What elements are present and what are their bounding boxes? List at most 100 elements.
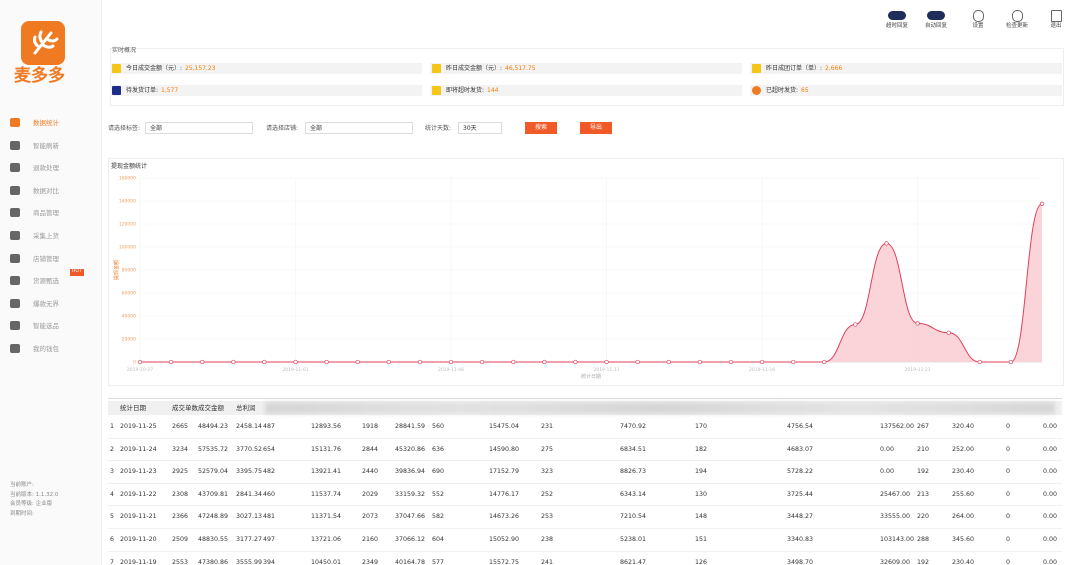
menu-item[interactable]: 爆款无界 [33,299,59,308]
overview-item [750,85,1062,96]
table-cell: 487 [263,423,276,430]
table-cell: 2029 [362,490,379,498]
table-cell: 0.00 [880,468,895,476]
menu-icon[interactable] [10,163,20,173]
table-cell: 2458.14 [236,423,263,430]
search-button[interactable]: 搜索 [525,122,557,134]
toolbar-icon[interactable] [973,10,984,22]
table-cell: 0.00 [1043,490,1058,498]
point [666,359,671,365]
table-cell: 320.40 [952,423,975,430]
row-divider [108,505,1062,507]
table-cell: 126 [695,558,708,565]
toolbar-icon[interactable] [1012,10,1023,22]
table-cell: 37066.12 [395,536,426,543]
menu-item[interactable]: 智能选品 [33,322,59,331]
menu-item[interactable]: 数据统计 [33,119,59,127]
point [1008,359,1014,365]
overview-item [430,63,742,74]
overview-label: 昨日成团订单（单）: [766,65,823,72]
table-cell: 15052.90 [489,536,520,543]
table-cell: 14776.17 [489,490,520,498]
table [108,398,1062,565]
y-tick-label: 20000 [122,337,136,343]
export-button[interactable]: 导出 [580,122,612,134]
overview-icon [432,64,441,73]
table-cell: 33555.00 [880,513,911,521]
menu-icon[interactable] [10,118,20,127]
menu-item[interactable]: 退款处理 [33,164,59,173]
menu-item[interactable]: 智能刷新 [33,141,59,150]
blurred-header [265,402,1055,414]
table-cell: 220 [917,513,930,521]
table-cell: 0.00 [880,445,895,453]
overview-item [110,63,422,74]
menu-icon[interactable] [10,185,20,195]
toolbar-icon[interactable] [1051,10,1062,22]
table-cell: 345.60 [952,536,975,543]
toolbar-label[interactable]: 自动回复 [924,23,947,29]
table-cell: 3177.27 [236,536,263,543]
toolbar-label[interactable]: 退出 [1050,23,1062,29]
table-cell: 2160 [362,536,379,543]
table-cell: 2019-11-20 [120,536,157,543]
table-cell: 2509 [172,536,189,543]
toggle[interactable] [927,11,945,20]
table-cell: 3770.52 [236,445,263,453]
table-cell: 52579.04 [198,468,229,476]
menu-icon[interactable] [10,276,20,286]
menu-item[interactable]: 数据对比 [33,186,59,195]
menu-item[interactable]: 店铺管理 [33,254,59,263]
table-cell: 3027.13 [236,513,263,521]
table-cell: 2308 [172,490,189,498]
table-cell: 0.00 [1043,423,1058,430]
table-cell: 213 [917,490,930,498]
table-cell: 28841.59 [395,423,426,430]
table-cell: 264.00 [952,513,975,521]
table-cell: 3448.27 [787,513,814,521]
table-cell: 577 [432,558,445,565]
menu-icon[interactable] [10,344,20,353]
menu-icon[interactable] [10,253,20,263]
menu-item[interactable]: 采集上货 [33,232,59,240]
overview-icon [432,86,441,95]
menu-icon[interactable] [10,298,20,308]
menu-icon[interactable] [10,140,20,150]
table-cell: 8621.47 [620,558,647,565]
point [635,359,640,365]
shop-select[interactable]: 全部 [305,122,413,134]
toolbar-label[interactable]: 超时回复 [885,23,908,29]
table-cell: 40164.78 [395,558,426,565]
table-cell: 394 [263,558,276,565]
table-cell: 4756.54 [787,423,814,430]
chart-panel [108,158,1064,386]
table-cell: 151 [695,536,708,543]
table-cell: 48494.23 [198,423,229,430]
table-cell: 210 [917,445,930,453]
table-cell: 2440 [362,468,379,476]
menu-item[interactable]: 我的钱包 [33,345,59,353]
table-cell: 6 [110,536,115,543]
table-cell: 2925 [172,468,189,476]
menu-icon[interactable] [10,321,20,331]
table-cell: 255.60 [952,490,975,498]
menu-icon[interactable] [10,231,20,240]
menu-item[interactable]: 货源甄选 [33,277,59,286]
y-tick-label: 0 [133,360,136,366]
table-cell: 1918 [362,423,379,430]
toolbar-label[interactable]: 设置 [972,23,984,29]
table-cell: 3555.99 [236,558,263,565]
point [168,359,174,365]
toolbar-label[interactable]: 检查更新 [1005,23,1028,29]
point [791,359,796,365]
table-cell: 497 [263,536,276,543]
tag-select[interactable]: 全部 [145,122,253,134]
toggle[interactable] [888,11,906,20]
row-divider [108,437,1062,439]
table-cell: 0.00 [1043,468,1058,476]
menu-item[interactable]: 商品管理 [33,209,59,218]
days-select[interactable]: 30天 [458,122,502,134]
menu-icon[interactable] [10,208,20,218]
